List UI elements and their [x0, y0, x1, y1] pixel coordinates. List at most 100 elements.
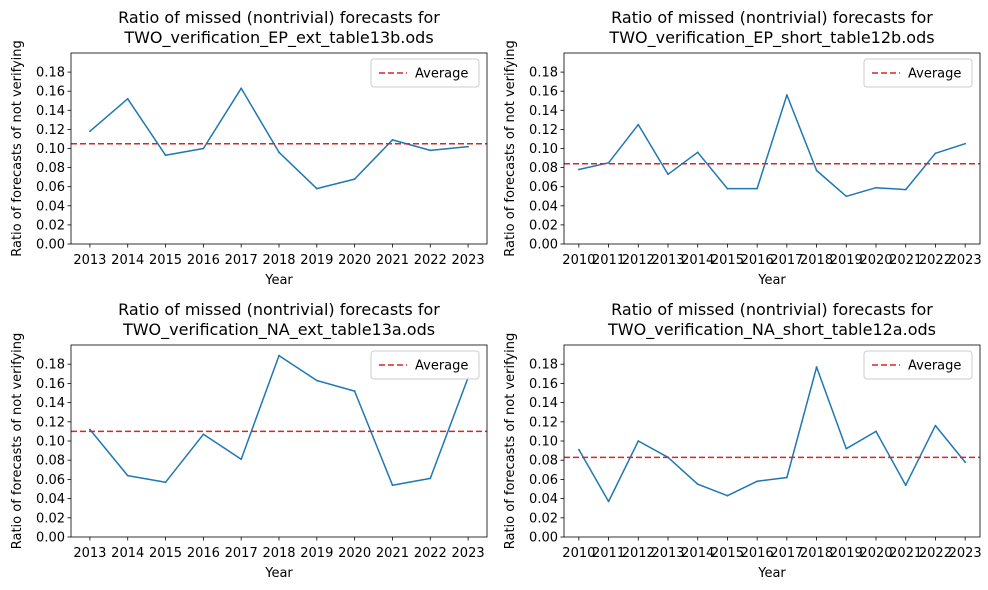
legend: Average: [863, 350, 973, 380]
data-point: [89, 428, 91, 431]
subplot-2: Ratio of missed (nontrivial) forecasts f…: [503, 8, 982, 288]
chart-title: Ratio of missed (nontrivial) forecasts f…: [118, 8, 440, 48]
data-point: [202, 433, 205, 436]
data-point: [815, 366, 818, 368]
y-tick-label: 0.08: [36, 161, 65, 176]
y-tick-label: 0.10: [529, 142, 558, 157]
y-tick-label: 0.16: [36, 377, 65, 392]
data-point: [696, 151, 699, 154]
series-line: [89, 87, 469, 190]
legend-label: Average: [908, 67, 961, 82]
y-axis-label: Ratio of forecasts of not verifying: [10, 333, 25, 550]
data-point: [756, 187, 759, 190]
y-tick-label: 0.06: [36, 473, 65, 488]
data-point: [391, 484, 394, 487]
chart-title: Ratio of missed (nontrivial) forecasts f…: [118, 300, 440, 340]
y-tick-label: 0.04: [529, 199, 558, 214]
data-point: [756, 480, 759, 483]
y-tick-label: 0.16: [529, 85, 558, 100]
y-tick-label: 0.16: [529, 377, 558, 392]
data-point: [164, 154, 167, 157]
data-point: [934, 152, 937, 155]
x-tick-label: 2016: [741, 253, 774, 268]
data-point: [467, 145, 469, 148]
x-tick-label: 2020: [338, 253, 371, 268]
y-tick-label: 0.04: [36, 199, 65, 214]
x-tick-label: 2010: [562, 253, 595, 268]
data-point: [315, 379, 318, 382]
data-point: [696, 483, 699, 486]
chart-title: Ratio of missed (nontrivial) forecasts f…: [608, 8, 934, 48]
series-line: [578, 94, 966, 198]
x-tick-label: 2019: [830, 546, 863, 561]
x-tick-label: 2021: [376, 546, 409, 561]
x-tick-label: 2018: [800, 546, 833, 561]
x-tick-label: 2019: [300, 253, 333, 268]
legend: Average: [370, 350, 480, 380]
y-tick-label: 0.14: [36, 104, 65, 119]
data-point: [637, 123, 640, 126]
data-point: [429, 149, 432, 152]
x-tick-label: 2020: [859, 253, 892, 268]
x-axis-label: Year: [757, 566, 786, 581]
x-tick-label: 2023: [949, 253, 982, 268]
data-point: [391, 139, 394, 141]
y-tick-label: 0.04: [529, 492, 558, 507]
y-tick-label: 0.12: [36, 123, 65, 138]
data-point: [126, 97, 129, 100]
x-tick-label: 2015: [149, 546, 182, 561]
y-tick-label: 0.16: [36, 85, 65, 100]
y-tick-label: 0.00: [36, 238, 65, 253]
y-tick-label: 0.18: [36, 358, 65, 373]
y-tick-label: 0.00: [529, 238, 558, 253]
subplot-3: Ratio of missed (nontrivial) forecasts f…: [10, 300, 488, 581]
y-tick-label: 0.10: [529, 435, 558, 450]
x-tick-label: 2013: [73, 546, 106, 561]
x-tick-label: 2016: [187, 546, 220, 561]
chart-title: Ratio of missed (nontrivial) forecasts f…: [607, 300, 936, 340]
x-tick-label: 2021: [376, 253, 409, 268]
x-tick-label: 2017: [225, 546, 258, 561]
x-tick-label: 2022: [414, 253, 447, 268]
x-axis-label: Year: [757, 273, 786, 288]
legend-label: Average: [908, 359, 961, 374]
x-tick-label: 2016: [741, 546, 774, 561]
series-line: [578, 366, 966, 503]
data-point: [164, 481, 167, 484]
y-tick-label: 0.10: [36, 142, 65, 157]
data-point: [964, 142, 967, 145]
x-tick-label: 2021: [889, 253, 922, 268]
data-point: [202, 147, 205, 150]
axes-frame: [70, 52, 488, 245]
x-tick-label: 2015: [149, 253, 182, 268]
x-tick-label: 2015: [711, 546, 744, 561]
legend: Average: [863, 58, 973, 88]
y-tick-label: 0.14: [529, 104, 558, 119]
subplot-1: Ratio of missed (nontrivial) forecasts f…: [10, 8, 488, 288]
data-point: [845, 195, 848, 198]
axes-frame: [563, 52, 981, 245]
x-tick-label: 2013: [73, 253, 106, 268]
data-point: [875, 430, 877, 433]
x-tick-label: 2011: [592, 546, 625, 561]
x-tick-label: 2014: [111, 253, 144, 268]
x-tick-label: 2020: [859, 546, 892, 561]
x-tick-label: 2019: [300, 546, 333, 561]
y-axis-label: Ratio of forecasts of not verifying: [503, 40, 518, 257]
x-tick-label: 2018: [262, 253, 295, 268]
x-tick-label: 2017: [770, 253, 803, 268]
x-tick-label: 2011: [592, 253, 625, 268]
y-axis-label: Ratio of forecasts of not verifying: [503, 333, 518, 550]
x-tick-label: 2014: [681, 253, 714, 268]
axes-frame: [563, 344, 981, 538]
data-point: [353, 390, 356, 392]
x-tick-label: 2019: [830, 253, 863, 268]
y-tick-label: 0.12: [529, 123, 558, 138]
legend-label: Average: [415, 359, 468, 374]
y-tick-label: 0.02: [36, 218, 65, 233]
x-tick-label: 2012: [622, 546, 655, 561]
x-tick-label: 2012: [622, 253, 655, 268]
y-tick-label: 0.14: [36, 396, 65, 411]
subplot-4: Ratio of missed (nontrivial) forecasts f…: [503, 300, 982, 581]
